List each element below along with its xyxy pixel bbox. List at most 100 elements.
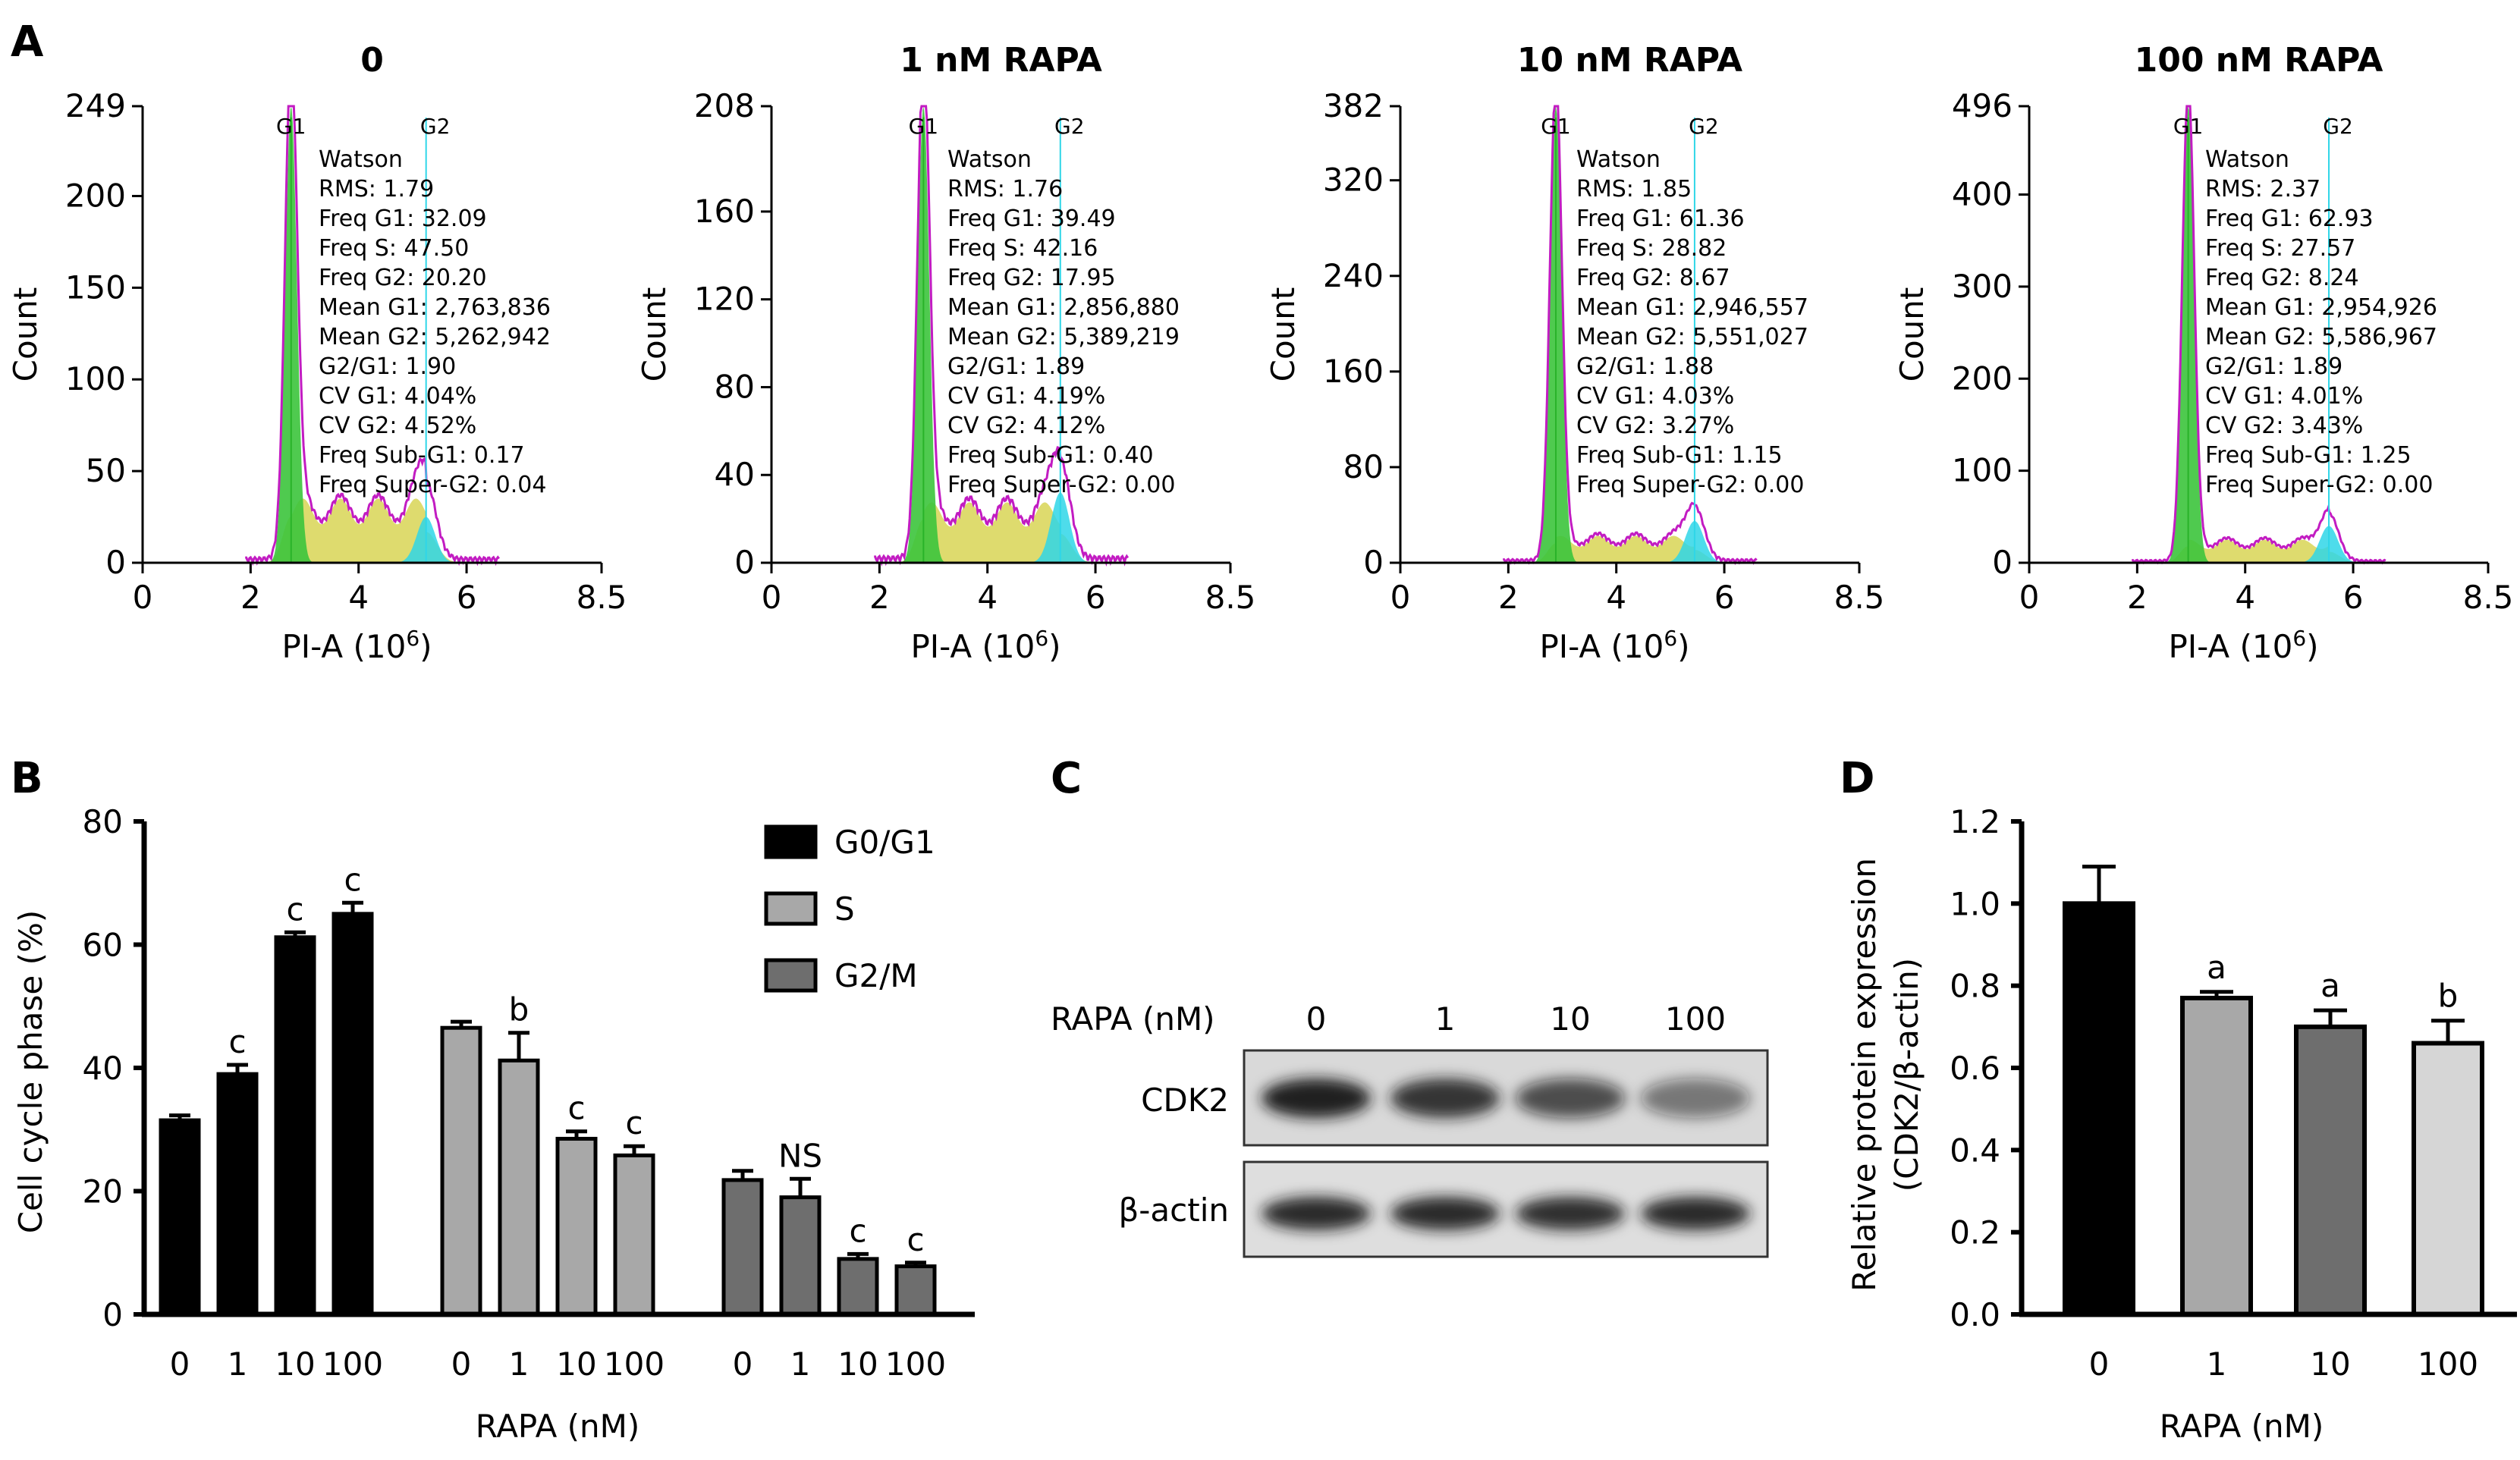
panel-b-bar (779, 1195, 822, 1317)
histogram-stat-line: RMS: 1.79 (319, 176, 434, 203)
histogram-stat-line: Mean G1: 2,856,880 (947, 294, 1180, 321)
histogram-0: 0 G1 G2 Watson RMS: 1.79 Freq G1: 32.09 Freq S… (7, 41, 627, 665)
panel-d-bar (2412, 1041, 2484, 1317)
histogram-stat-line: Mean G2: 5,389,219 (947, 324, 1180, 350)
panel-d-y-tick-label: 0.4 (1950, 1132, 2000, 1169)
panel-d-x-tick-label: 100 (2418, 1345, 2478, 1383)
histogram-stat-line: Mean G1: 2,763,836 (319, 294, 551, 321)
histogram-stat-line: G2/G1: 1.90 (319, 353, 456, 380)
panel-b-x-tick-label: 100 (322, 1345, 383, 1383)
histogram-stat-line: RMS: 1.85 (1576, 176, 1692, 203)
histogram-x-tick-label: 2 (1498, 579, 1519, 616)
histogram-x-tick-label: 2 (869, 579, 890, 616)
histogram-stat-line: Mean G2: 5,586,967 (2205, 324, 2437, 350)
histogram-stat-line: Watson (319, 146, 403, 173)
histogram-stat-line: CV G2: 3.27% (1576, 413, 1734, 439)
histogram-x-tick-label: 0 (133, 579, 153, 616)
panel-b-significance-label: c (228, 1023, 246, 1060)
panel-b-significance-label: c (567, 1090, 585, 1127)
blot-band (1641, 1197, 1750, 1230)
histogram-stat-line: Freq Super-G2: 0.04 (319, 472, 546, 498)
histogram-y-tick-label: 50 (86, 452, 126, 489)
panel-b-bar (216, 1072, 259, 1317)
panel-b-y-tick-label: 60 (83, 927, 123, 964)
histogram-x-tick-label: 6 (2343, 579, 2364, 616)
panel-b-y-tick-label: 20 (83, 1173, 123, 1210)
histogram-title: 1 nM RAPA (900, 41, 1102, 80)
panel-d-bar (2294, 1024, 2367, 1317)
gate-g1-label: G1 (909, 114, 939, 139)
histogram-g1-area (2132, 106, 2386, 564)
histogram-y-tick-label: 208 (694, 87, 755, 124)
histogram-x-tick-label: 2 (240, 579, 261, 616)
panel-b-bar (440, 1025, 482, 1317)
panel-b-legend-swatch (764, 824, 818, 859)
histogram-y-tick-label: 0 (734, 544, 755, 581)
panel-d-y-tick-label: 0.8 (1950, 968, 2000, 1005)
histogram-stat-line: Freq S: 27.57 (2205, 235, 2355, 262)
gate-g1-label: G1 (1541, 114, 1571, 139)
histogram-stat-line: CV G1: 4.19% (947, 383, 1105, 410)
panel-d-x-tick-label: 0 (2089, 1345, 2110, 1383)
histogram-stat-line: Freq G2: 20.20 (319, 265, 487, 291)
panel-d-y-tick-label: 1.0 (1950, 885, 2000, 922)
histogram-x-tick-label: 2 (2127, 579, 2148, 616)
histogram-x-tick-label: 0 (762, 579, 782, 616)
histogram-stat-line: CV G1: 4.03% (1576, 383, 1734, 410)
panel-b-significance-label: c (907, 1221, 924, 1258)
histogram-stat-line: CV G1: 4.04% (319, 383, 476, 410)
blot-band (1390, 1079, 1500, 1118)
panel-a-histograms: 0 G1 G2 Watson RMS: 1.79 Freq G1: 32.09 Freq S… (7, 41, 2513, 665)
blot-band (1516, 1079, 1625, 1118)
panel-d-y-tick-label: 1.2 (1950, 803, 2000, 840)
histogram-x-tick-label: 4 (1606, 579, 1626, 616)
histogram-x-axis-label: PI-A (106) (910, 626, 1060, 665)
panel-b-bar (721, 1178, 764, 1317)
panel-b-bar (613, 1153, 655, 1317)
histogram-fit-line (245, 105, 500, 567)
histogram-y-tick-label: 160 (1323, 353, 1384, 390)
histogram-g2-area (245, 516, 499, 563)
histogram-y-tick-label: 150 (65, 268, 126, 306)
blot-row-label-cdk2: CDK2 (1141, 1082, 1229, 1119)
histogram-y-tick-label: 120 (694, 281, 755, 318)
panel-d-significance-label: a (2320, 967, 2340, 1004)
histogram-y-tick-label: 249 (65, 87, 126, 124)
histogram-stat-line: CV G1: 4.01% (2205, 383, 2363, 410)
blot-lane-label: 1 (1435, 1000, 1456, 1038)
panel-b-bar (894, 1264, 937, 1317)
histogram-stat-line: Freq G1: 32.09 (319, 206, 487, 232)
panel-d-y-tick-label: 0.2 (1950, 1214, 2000, 1251)
panel-c-western-blot: RAPA (nM) 0 1 10 100 CDK2 β-actin (1051, 1000, 1769, 1258)
histogram-stat-line: Freq G2: 17.95 (947, 265, 1116, 291)
panel-b-y-axis-label: Cell cycle phase (%) (12, 910, 49, 1234)
histogram-stat-line: Freq Super-G2: 0.00 (2205, 472, 2433, 498)
histogram-stat-line: Watson (1576, 146, 1661, 173)
panel-b-x-tick-label: 0 (451, 1345, 472, 1383)
panel-letter-b: B (11, 754, 43, 803)
histogram-x-tick-label: 4 (977, 579, 998, 616)
histogram-y-tick-label: 80 (1343, 448, 1384, 485)
histogram-stat-line: G2/G1: 1.88 (1576, 353, 1714, 380)
histogram-g1-area (245, 108, 499, 563)
panel-b-bar (837, 1257, 879, 1317)
panel-b-significance-label: NS (778, 1137, 822, 1174)
histogram-stat-line: Freq S: 42.16 (947, 235, 1098, 262)
histogram-fit-line (1503, 105, 1758, 566)
histogram-y-tick-label: 80 (715, 368, 755, 405)
histogram-1: 1 nM RAPA G1 G2 Watson RMS: 1.76 Freq G1: 39.… (636, 41, 1255, 665)
panel-b-cell-cycle-chart: Cell cycle phase (%) RAPA (nM) 0 20 40 60 80… (12, 803, 975, 1445)
panel-b-significance-label: c (344, 861, 361, 898)
histogram-y-tick-label: 496 (1952, 87, 2013, 124)
histogram-x-tick-label: 4 (2235, 579, 2255, 616)
panel-d-x-tick-label: 1 (2207, 1345, 2227, 1383)
histogram-x-tick-label: 0 (2019, 579, 2040, 616)
panel-b-legend-swatch (764, 891, 818, 926)
panel-b-bar (498, 1058, 540, 1317)
histogram-stat-line: CV G2: 4.12% (947, 413, 1105, 439)
panel-b-x-tick-label: 0 (733, 1345, 753, 1383)
histogram-stat-line: Freq Sub-G1: 0.17 (319, 442, 525, 469)
blot-lane-label: 100 (1665, 1000, 1726, 1038)
gate-g2-label: G2 (1689, 114, 1719, 139)
